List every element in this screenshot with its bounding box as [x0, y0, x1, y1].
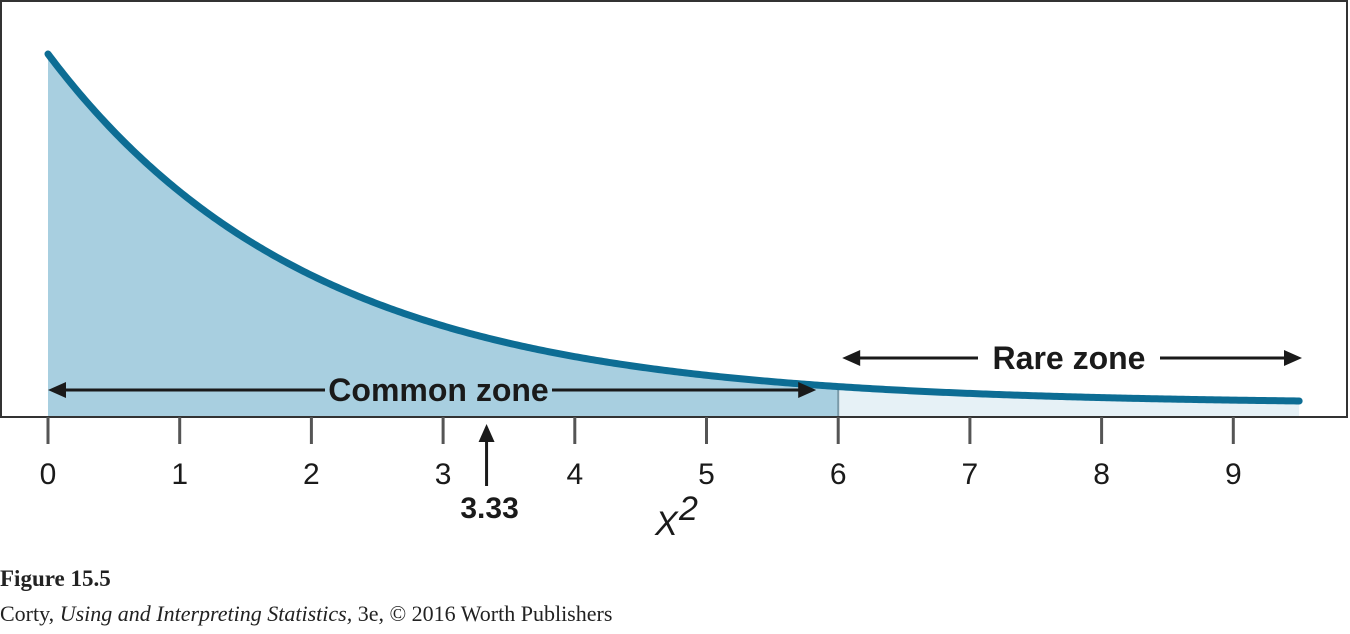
x-tick-label: 9 — [1225, 458, 1242, 491]
credit-book-title: Using and Interpreting Statistics, — [59, 601, 353, 626]
x-axis: 0 1 2 3 4 5 6 7 8 9X 2 — [1, 416, 1347, 543]
annotations: Common zone Rare zone 3.33 — [48, 340, 1302, 525]
x-tick-label: 5 — [698, 458, 715, 491]
x-tick-label: 8 — [1093, 458, 1110, 491]
x-tick-label: 7 — [962, 458, 979, 491]
x-tick-label: 3 — [435, 458, 452, 491]
x-tick-label: 1 — [171, 458, 188, 491]
x-tick-label: 0 — [40, 458, 57, 491]
density-curve — [44, 50, 1303, 405]
x-axis-title: X — [654, 505, 679, 543]
x-tick-label: 2 — [303, 458, 320, 491]
zone-label-rare: Rare zone — [993, 340, 1146, 376]
zone-label-common: Common zone — [328, 372, 548, 408]
x-tick-label: 4 — [566, 458, 583, 491]
credit-author: Corty, — [0, 601, 60, 626]
zone-arrow-common-right-head — [798, 382, 817, 398]
zone-arrow-rare-right-head — [1284, 350, 1302, 366]
marker-label: 3.33 — [460, 492, 518, 525]
zone-fill-common — [48, 54, 839, 417]
credit-rest: 3e, © 2016 Worth Publishers — [352, 601, 613, 626]
density-curve-layer — [44, 50, 1303, 405]
figure-credit: Corty, Using and Interpreting Statistics… — [0, 601, 612, 627]
figure-number: Figure 15.5 — [0, 566, 111, 591]
zone-arrow-common-left-head — [48, 382, 66, 398]
x-tick-label: 6 — [830, 458, 847, 491]
marker-arrow-head — [478, 424, 495, 442]
zone-arrow-rare-left-head — [842, 350, 861, 366]
x-axis-title-superscript: 2 — [678, 490, 698, 528]
